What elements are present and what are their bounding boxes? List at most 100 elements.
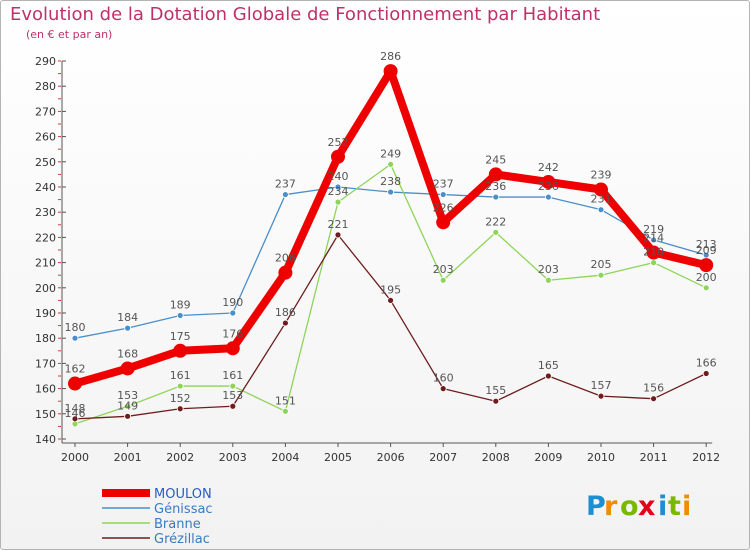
data-point-g-nissac bbox=[71, 334, 79, 342]
data-label-branne: 146 bbox=[65, 407, 86, 420]
data-label-moulon: 214 bbox=[643, 232, 664, 245]
x-tick-label: 2003 bbox=[219, 451, 247, 464]
x-tick-label: 2008 bbox=[482, 451, 510, 464]
data-label-g-nissac: 184 bbox=[117, 311, 138, 324]
data-label-gr-zillac: 149 bbox=[117, 399, 138, 412]
data-label-gr-zillac: 221 bbox=[328, 218, 349, 231]
x-tick-label: 2009 bbox=[534, 451, 562, 464]
data-label-g-nissac: 190 bbox=[222, 296, 243, 309]
legend-label-gr-zillac: Grézillac bbox=[154, 532, 210, 547]
data-point-g-nissac bbox=[281, 191, 289, 198]
data-point-moulon bbox=[646, 245, 661, 260]
data-point-branne bbox=[229, 382, 237, 390]
data-label-g-nissac: 237 bbox=[433, 178, 454, 191]
logo-letter: P bbox=[586, 491, 606, 522]
series-layer bbox=[68, 64, 714, 428]
data-label-gr-zillac: 157 bbox=[591, 379, 612, 392]
data-point-gr-zillac bbox=[387, 296, 395, 304]
y-tick-label: 190 bbox=[35, 307, 56, 320]
data-point-gr-zillac bbox=[545, 372, 552, 380]
logo-letter: i bbox=[658, 491, 667, 522]
data-point-moulon bbox=[331, 149, 345, 164]
y-tick-label: 220 bbox=[35, 231, 56, 244]
logo-letter: i bbox=[682, 491, 691, 522]
data-label-branne: 161 bbox=[222, 369, 243, 382]
y-tick-label: 270 bbox=[35, 105, 56, 118]
data-label-g-nissac: 231 bbox=[591, 193, 612, 206]
legend-label-g-nissac: Génissac bbox=[154, 502, 213, 517]
data-label-gr-zillac: 155 bbox=[485, 384, 506, 397]
y-tick-label: 250 bbox=[35, 156, 56, 169]
data-point-moulon bbox=[120, 361, 135, 376]
data-label-g-nissac: 236 bbox=[485, 180, 506, 193]
x-tick-label: 2001 bbox=[114, 451, 142, 464]
data-point-moulon bbox=[173, 343, 188, 358]
data-point-g-nissac bbox=[597, 206, 605, 214]
data-label-branne: 161 bbox=[170, 369, 191, 382]
y-tick-label: 160 bbox=[35, 383, 56, 396]
proxiti-logo: Pr o x i t i bbox=[586, 491, 691, 522]
data-label-moulon: 245 bbox=[485, 153, 506, 166]
data-label-moulon: 162 bbox=[65, 363, 86, 376]
chart-subtitle: (en € et par an) bbox=[26, 28, 113, 41]
x-tick-label: 2004 bbox=[271, 451, 299, 464]
x-tick-label: 2012 bbox=[692, 451, 720, 464]
data-point-gr-zillac bbox=[281, 319, 289, 327]
data-point-g-nissac bbox=[124, 324, 131, 332]
data-label-moulon: 286 bbox=[380, 50, 401, 63]
data-label-g-nissac: 236 bbox=[538, 180, 559, 193]
data-label-branne: 205 bbox=[591, 258, 612, 271]
data-point-branne bbox=[281, 407, 289, 415]
data-point-moulon bbox=[488, 167, 503, 182]
x-tick-label: 2010 bbox=[587, 451, 615, 464]
logo-letter: x bbox=[638, 491, 655, 522]
data-point-moulon bbox=[278, 265, 293, 280]
data-point-branne bbox=[492, 228, 500, 236]
y-tick-label: 240 bbox=[35, 181, 56, 194]
y-tick-label: 290 bbox=[35, 55, 56, 68]
data-label-gr-zillac: 166 bbox=[696, 356, 717, 369]
data-label-gr-zillac: 165 bbox=[538, 359, 559, 372]
data-label-moulon: 168 bbox=[117, 347, 138, 360]
data-label-gr-zillac: 156 bbox=[643, 382, 664, 395]
data-label-moulon: 175 bbox=[170, 330, 191, 343]
data-label-g-nissac: 237 bbox=[275, 178, 296, 191]
data-point-gr-zillac bbox=[334, 231, 342, 239]
data-label-g-nissac: 189 bbox=[170, 299, 191, 312]
series-line-g-nissac bbox=[74, 186, 707, 339]
y-tick-label: 180 bbox=[35, 332, 56, 345]
data-point-gr-zillac bbox=[176, 405, 184, 413]
data-point-gr-zillac bbox=[71, 415, 79, 423]
data-label-g-nissac: 213 bbox=[696, 238, 717, 251]
data-label-g-nissac: 180 bbox=[65, 321, 86, 334]
data-point-gr-zillac bbox=[492, 397, 500, 405]
data-label-moulon: 206 bbox=[275, 252, 296, 265]
x-tick-label: 2011 bbox=[640, 451, 668, 464]
data-point-moulon bbox=[541, 174, 556, 189]
data-label-g-nissac: 238 bbox=[380, 175, 401, 188]
logo-letter: o bbox=[620, 491, 639, 522]
data-point-moulon bbox=[225, 341, 240, 356]
data-label-branne: 203 bbox=[538, 263, 559, 276]
data-point-moulon bbox=[383, 64, 398, 79]
y-tick-label: 140 bbox=[35, 433, 56, 446]
data-point-gr-zillac bbox=[650, 395, 657, 403]
x-tick-label: 2005 bbox=[324, 451, 352, 464]
data-label-gr-zillac: 153 bbox=[222, 389, 243, 402]
data-point-gr-zillac bbox=[702, 370, 710, 377]
data-point-g-nissac bbox=[334, 183, 342, 191]
data-point-moulon bbox=[699, 258, 714, 273]
data-point-moulon bbox=[594, 182, 608, 197]
logo-letter: r bbox=[604, 491, 618, 522]
logo-letter: t bbox=[668, 491, 681, 522]
data-label-gr-zillac: 186 bbox=[275, 306, 296, 319]
data-label-moulon: 209 bbox=[696, 244, 717, 257]
y-tick-label: 230 bbox=[35, 206, 56, 219]
x-tick-label: 2000 bbox=[61, 451, 89, 464]
legend-label-branne: Branne bbox=[154, 517, 201, 532]
data-label-branne: 153 bbox=[117, 389, 138, 402]
data-point-gr-zillac bbox=[597, 392, 605, 400]
data-label-g-nissac: 219 bbox=[643, 223, 664, 236]
data-point-g-nissac bbox=[650, 236, 657, 244]
